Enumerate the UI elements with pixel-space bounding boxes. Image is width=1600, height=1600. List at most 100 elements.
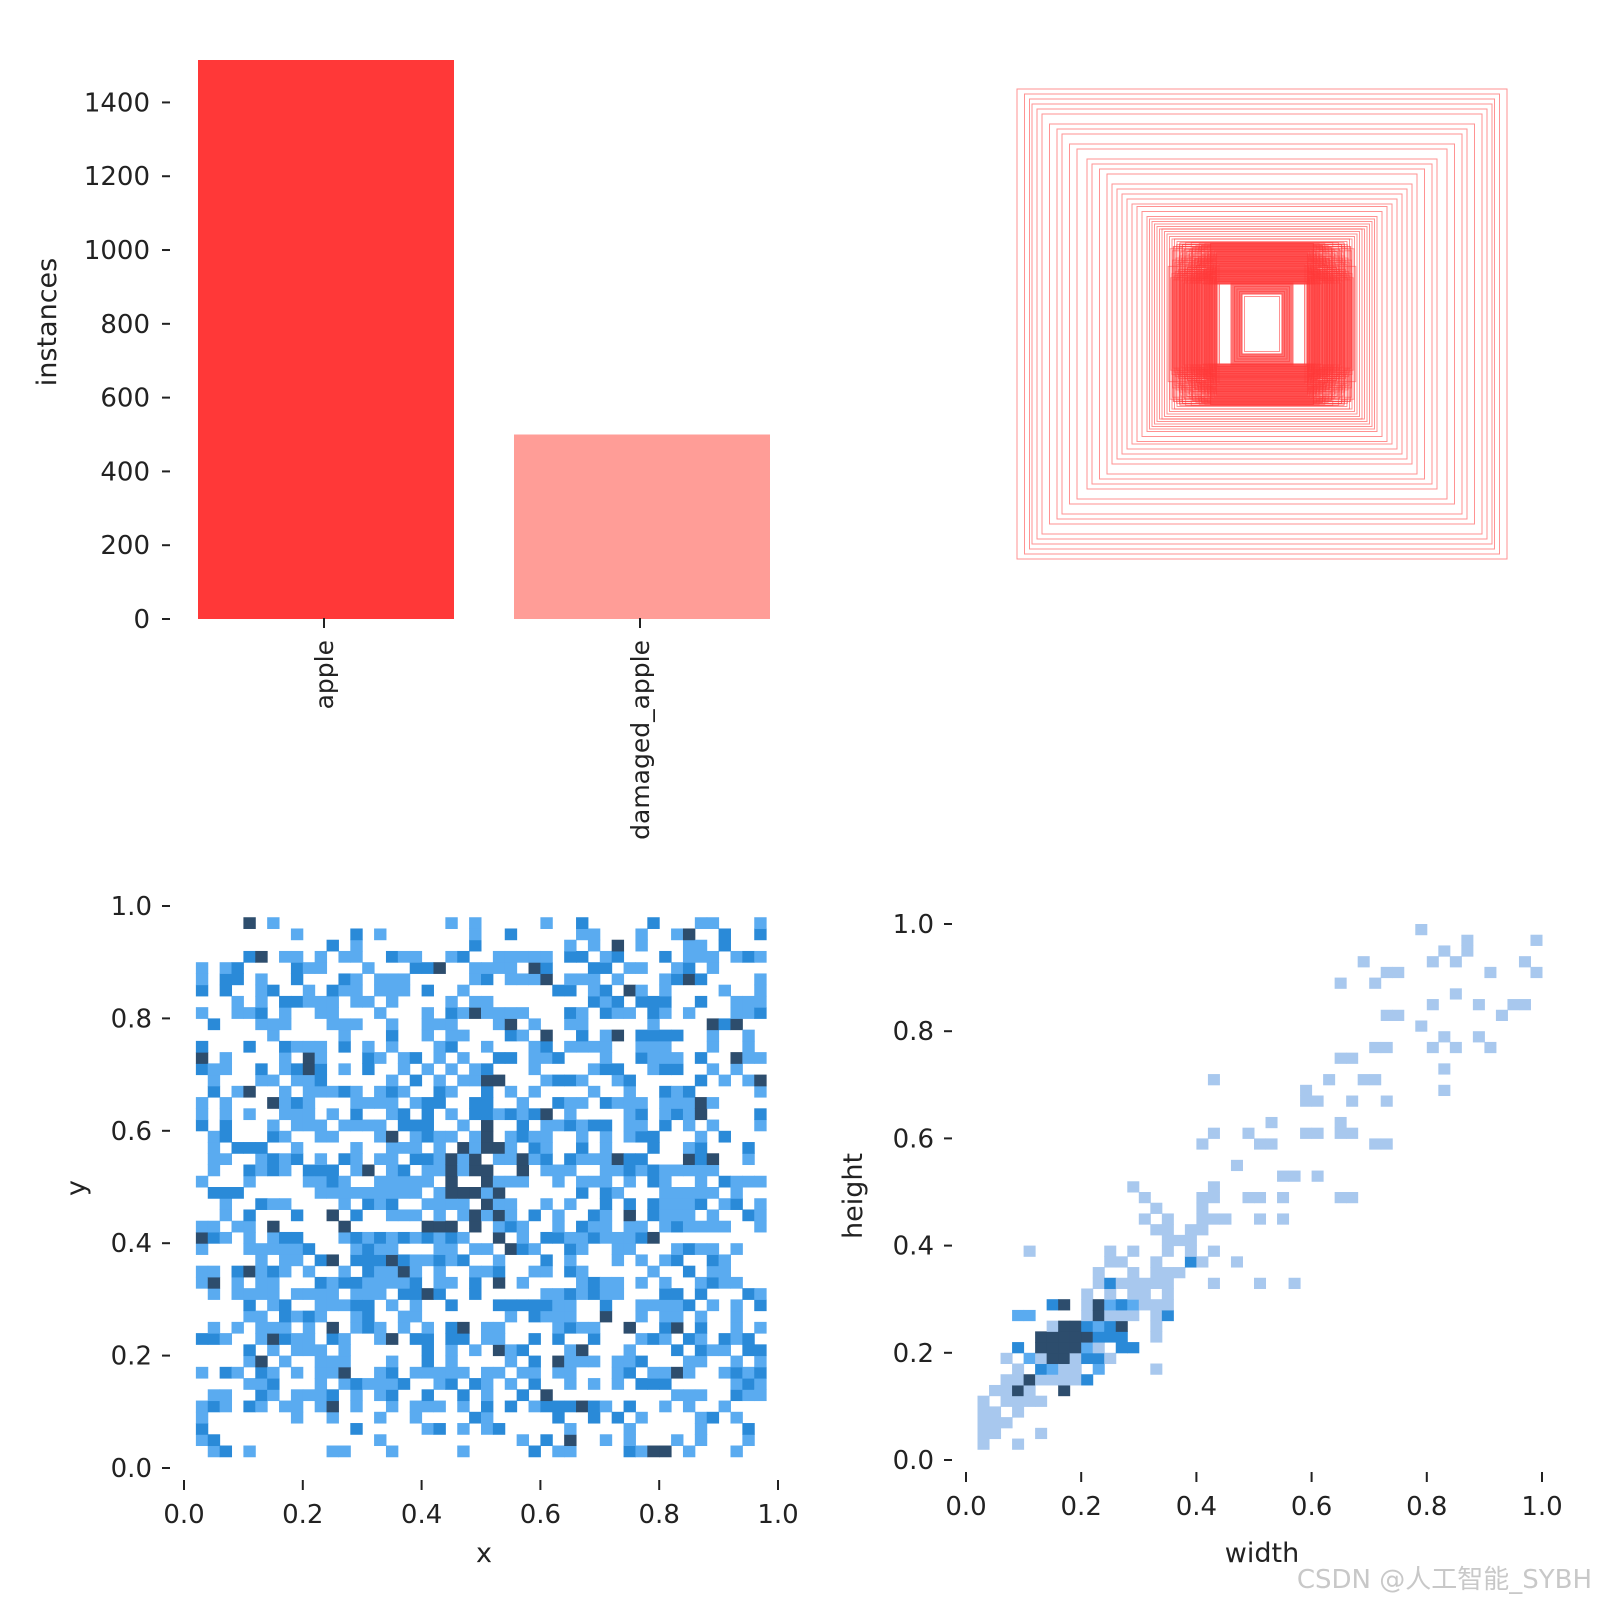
xy-heatmap-cell [385,1378,399,1390]
xy-heatmap-cell [397,1310,411,1323]
xy-heatmap-cell [195,1333,209,1345]
xy-heatmap-cell [504,1299,518,1312]
wh-y-tick-label: 0.4 [893,1232,934,1262]
xy-heatmap-cell [243,1175,256,1188]
wh-heatmap-cell [1461,945,1474,957]
wh-heatmap-cell [1438,945,1451,957]
xy-heatmap-cell [528,1142,541,1154]
xy-heatmap-cell [623,1231,636,1244]
xy-heatmap-cell [290,1366,304,1379]
xy-heatmap-cell [754,1366,767,1379]
bounding-box [1206,267,1318,381]
wh-heatmap-cell [1104,1331,1117,1343]
wh-heatmap-cell [1092,1299,1105,1311]
xy-heatmap-cell [659,1288,672,1300]
wh-heatmap-cell [1127,1309,1140,1322]
wh-heatmap-cell [1380,966,1393,979]
xy-heatmap-cell [409,1411,423,1424]
xy-heatmap-cell [279,1040,292,1053]
xy-heatmap-cell [718,928,731,941]
xy-heatmap-cell [576,1130,589,1143]
xy-heatmap-cell [528,1366,541,1379]
xy-heatmap-cell [706,1153,720,1166]
xy-heatmap-cell [647,1378,660,1390]
xy-heatmap-cell [647,1063,660,1076]
xy-heatmap-cell [195,1411,209,1424]
xy-heatmap-cell [397,1063,411,1076]
xy-heatmap-cell [409,1366,423,1379]
xy-heatmap-cell [362,1276,375,1289]
xy-heatmap-cell [350,984,363,997]
xy-heatmap-cell [207,1333,221,1345]
xy-heatmap-cell [290,928,304,941]
bounding-box [1049,123,1475,525]
xy-heatmap-cell [255,1288,268,1300]
xy-heatmap-cell [516,1119,530,1132]
xy-heatmap-cell [469,1108,482,1121]
xy-heatmap-cell [587,973,601,986]
xy-heatmap-cell [671,1434,684,1447]
bounding-box [1190,274,1334,374]
xy-heatmap-cell [611,1378,625,1390]
xy-heatmap-cell [706,1187,720,1199]
xy-heatmap-cell [504,1209,518,1222]
bounding-box [1194,258,1330,390]
xy-heatmap-cell [682,950,696,963]
xy-heatmap-cell [481,1074,494,1087]
xy-heatmap-cell [350,1164,363,1177]
xy-heatmap-cell [326,1187,339,1199]
wh-heatmap-cell [1012,1309,1025,1322]
xy-heatmap-cell [385,1299,399,1312]
xy-heatmap-cell [397,1108,411,1121]
xy-heatmap-cell [255,1389,268,1402]
xy-heatmap-cell [516,1276,530,1289]
xy-heatmap-cell [445,1366,458,1379]
bounding-box [1239,291,1285,357]
bounding-box [1178,255,1346,393]
xy-heatmap-cell [504,1220,518,1233]
xy-heatmap-cell [207,1231,221,1244]
xy-heatmap-cell [694,1310,708,1323]
xy-heatmap-cell [290,1411,304,1424]
xy-heatmap-cell [742,1288,755,1300]
xy-heatmap-cell [195,1366,209,1379]
xy-heatmap-cell [326,1411,339,1424]
xy-heatmap-cell [409,1187,423,1199]
xy-heatmap-cell [754,1321,767,1334]
xy-heatmap-cell [421,1175,434,1188]
xy-heatmap-cell [219,1209,233,1222]
xy-heatmap-cell [374,984,387,997]
xy-heatmap-cell [445,1243,458,1255]
xy-heatmap-cell [326,1164,339,1177]
xy-heatmap-cell [516,1108,530,1121]
xy-heatmap-cell [754,1389,767,1402]
xy-heatmap-cell [492,1423,506,1435]
xy-heatmap-cell [706,1254,720,1267]
xy-heatmap-cell [290,1142,304,1154]
wh-heatmap-cell [1196,1202,1209,1214]
xy-heatmap-cell [267,1130,280,1143]
bounding-box [1234,286,1290,362]
wh-heatmap-cell [1242,1127,1255,1139]
xy-heatmap-cell [314,1276,328,1289]
xy-heatmap-cell [374,1085,387,1098]
xy-heatmap-cell [374,928,387,941]
xy-heatmap-cell [195,1063,209,1076]
wh-heatmap-cell [1127,1342,1140,1354]
bounding-box [1169,236,1355,412]
xy-heatmap-cell [635,984,648,997]
xy-heatmap-cell [314,1254,328,1267]
xy-heatmap-cell [706,962,720,974]
wh-heatmap-cell [1426,1041,1439,1054]
xy-heatmap-cell [219,1198,233,1210]
xy-heatmap-cell [623,1209,636,1222]
xy-heatmap-cell [540,1231,553,1244]
xy-heatmap-cell [457,1321,470,1334]
wh-heatmap-cell [1058,1363,1071,1375]
bounding-box [1244,296,1280,352]
xy-heatmap-cell [623,1085,636,1098]
xy-heatmap-cell [730,1175,743,1188]
xy-heatmap-cell [445,1187,458,1199]
xy-heatmap-cell [564,1254,577,1267]
